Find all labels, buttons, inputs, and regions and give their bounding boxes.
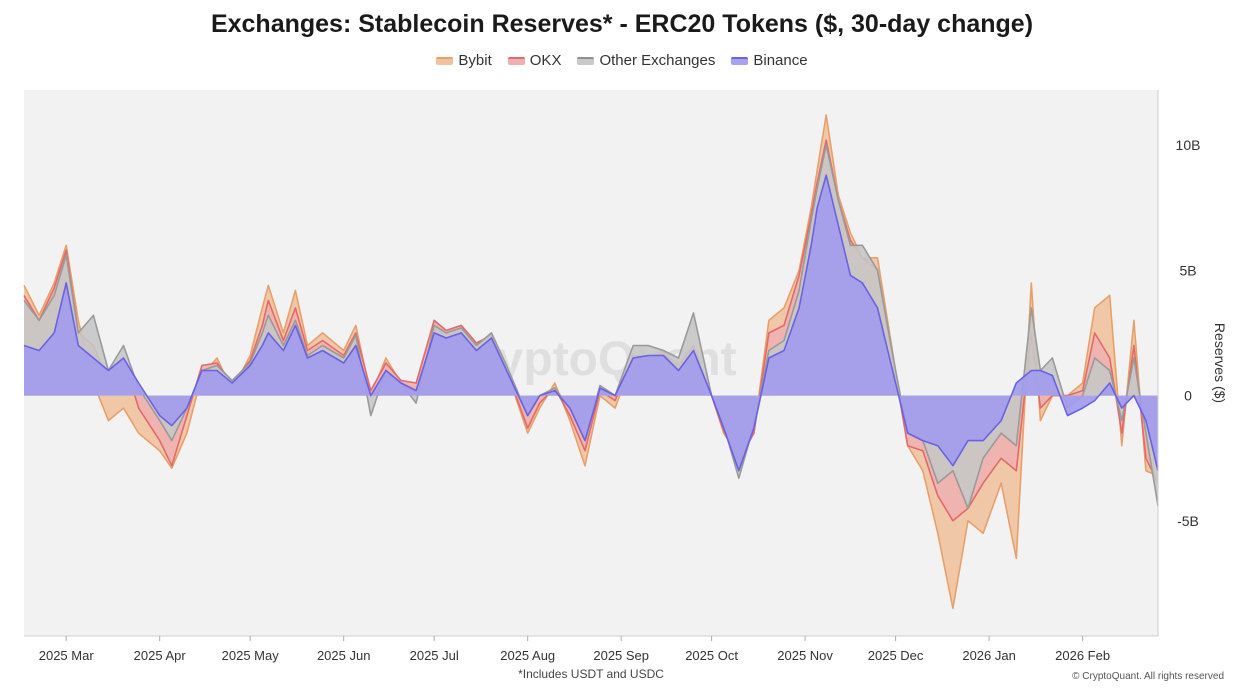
y-tick-label: 0 xyxy=(1184,388,1192,404)
x-tick-label: 2025 Mar xyxy=(39,648,95,663)
legend-item-binance[interactable]: Binance xyxy=(731,52,808,69)
x-tick-label: 2025 Apr xyxy=(134,648,187,663)
x-tick-label: 2025 Sep xyxy=(593,648,649,663)
legend-label-bybit: Bybit xyxy=(458,52,492,69)
legend-item-other-exchanges[interactable]: Other Exchanges xyxy=(577,52,715,69)
legend-item-bybit[interactable]: Bybit xyxy=(436,52,492,69)
legend-swatch-binance xyxy=(731,56,749,65)
axis-layer: 10B 5B 0 -5B 2025 Mar 2025 Apr 2025 May 2025 Ju… xyxy=(24,90,1200,663)
chart-title: Exchanges: Stablecoin Reserves* - ERC20 … xyxy=(210,10,1034,38)
legend-label-okx: OKX xyxy=(529,52,562,69)
x-tick-label: 2025 Aug xyxy=(500,648,555,663)
series-layer xyxy=(23,114,1159,610)
legend-swatch-okx xyxy=(507,56,525,65)
series-line-binance xyxy=(23,174,1159,472)
legend-swatch-bybit xyxy=(436,56,454,65)
copyright: © CryptoQuant. All rights reserved xyxy=(1072,671,1224,682)
x-tick-label: 2025 Jul xyxy=(410,648,459,663)
y-axis-title-text: Reserves ($) xyxy=(1212,322,1229,404)
x-tick-label: 2025 Nov xyxy=(777,648,833,663)
series-area-binance xyxy=(24,175,1158,471)
x-tick-label: 2025 Jun xyxy=(317,648,371,663)
x-tick-label: 2026 Feb xyxy=(1055,648,1110,663)
legend-label-other-exchanges: Other Exchanges xyxy=(599,52,716,69)
x-tick-label: 2026 Jan xyxy=(962,648,1016,663)
series-line-other-exchanges xyxy=(23,144,1159,510)
series-line-bybit xyxy=(23,114,1159,610)
x-tick-label: 2025 Dec xyxy=(868,648,924,663)
y-tick-label: -5B xyxy=(1177,513,1199,529)
x-tick-label: 2025 May xyxy=(222,648,280,663)
y-axis-title: Reserves ($) xyxy=(1205,318,1235,408)
footnote: *Includes USDT and USDC xyxy=(518,667,664,681)
legend-label-binance: Binance xyxy=(753,52,808,69)
y-tick-label: 5B xyxy=(1179,262,1196,278)
y-tick-label: 10B xyxy=(1176,137,1201,153)
legend-swatch-other-exchanges xyxy=(577,56,595,65)
x-tick-label: 2025 Oct xyxy=(685,648,738,663)
legend: Bybit OKX Other Exchanges Binance xyxy=(0,52,1244,69)
legend-item-okx[interactable]: OKX xyxy=(507,52,562,69)
